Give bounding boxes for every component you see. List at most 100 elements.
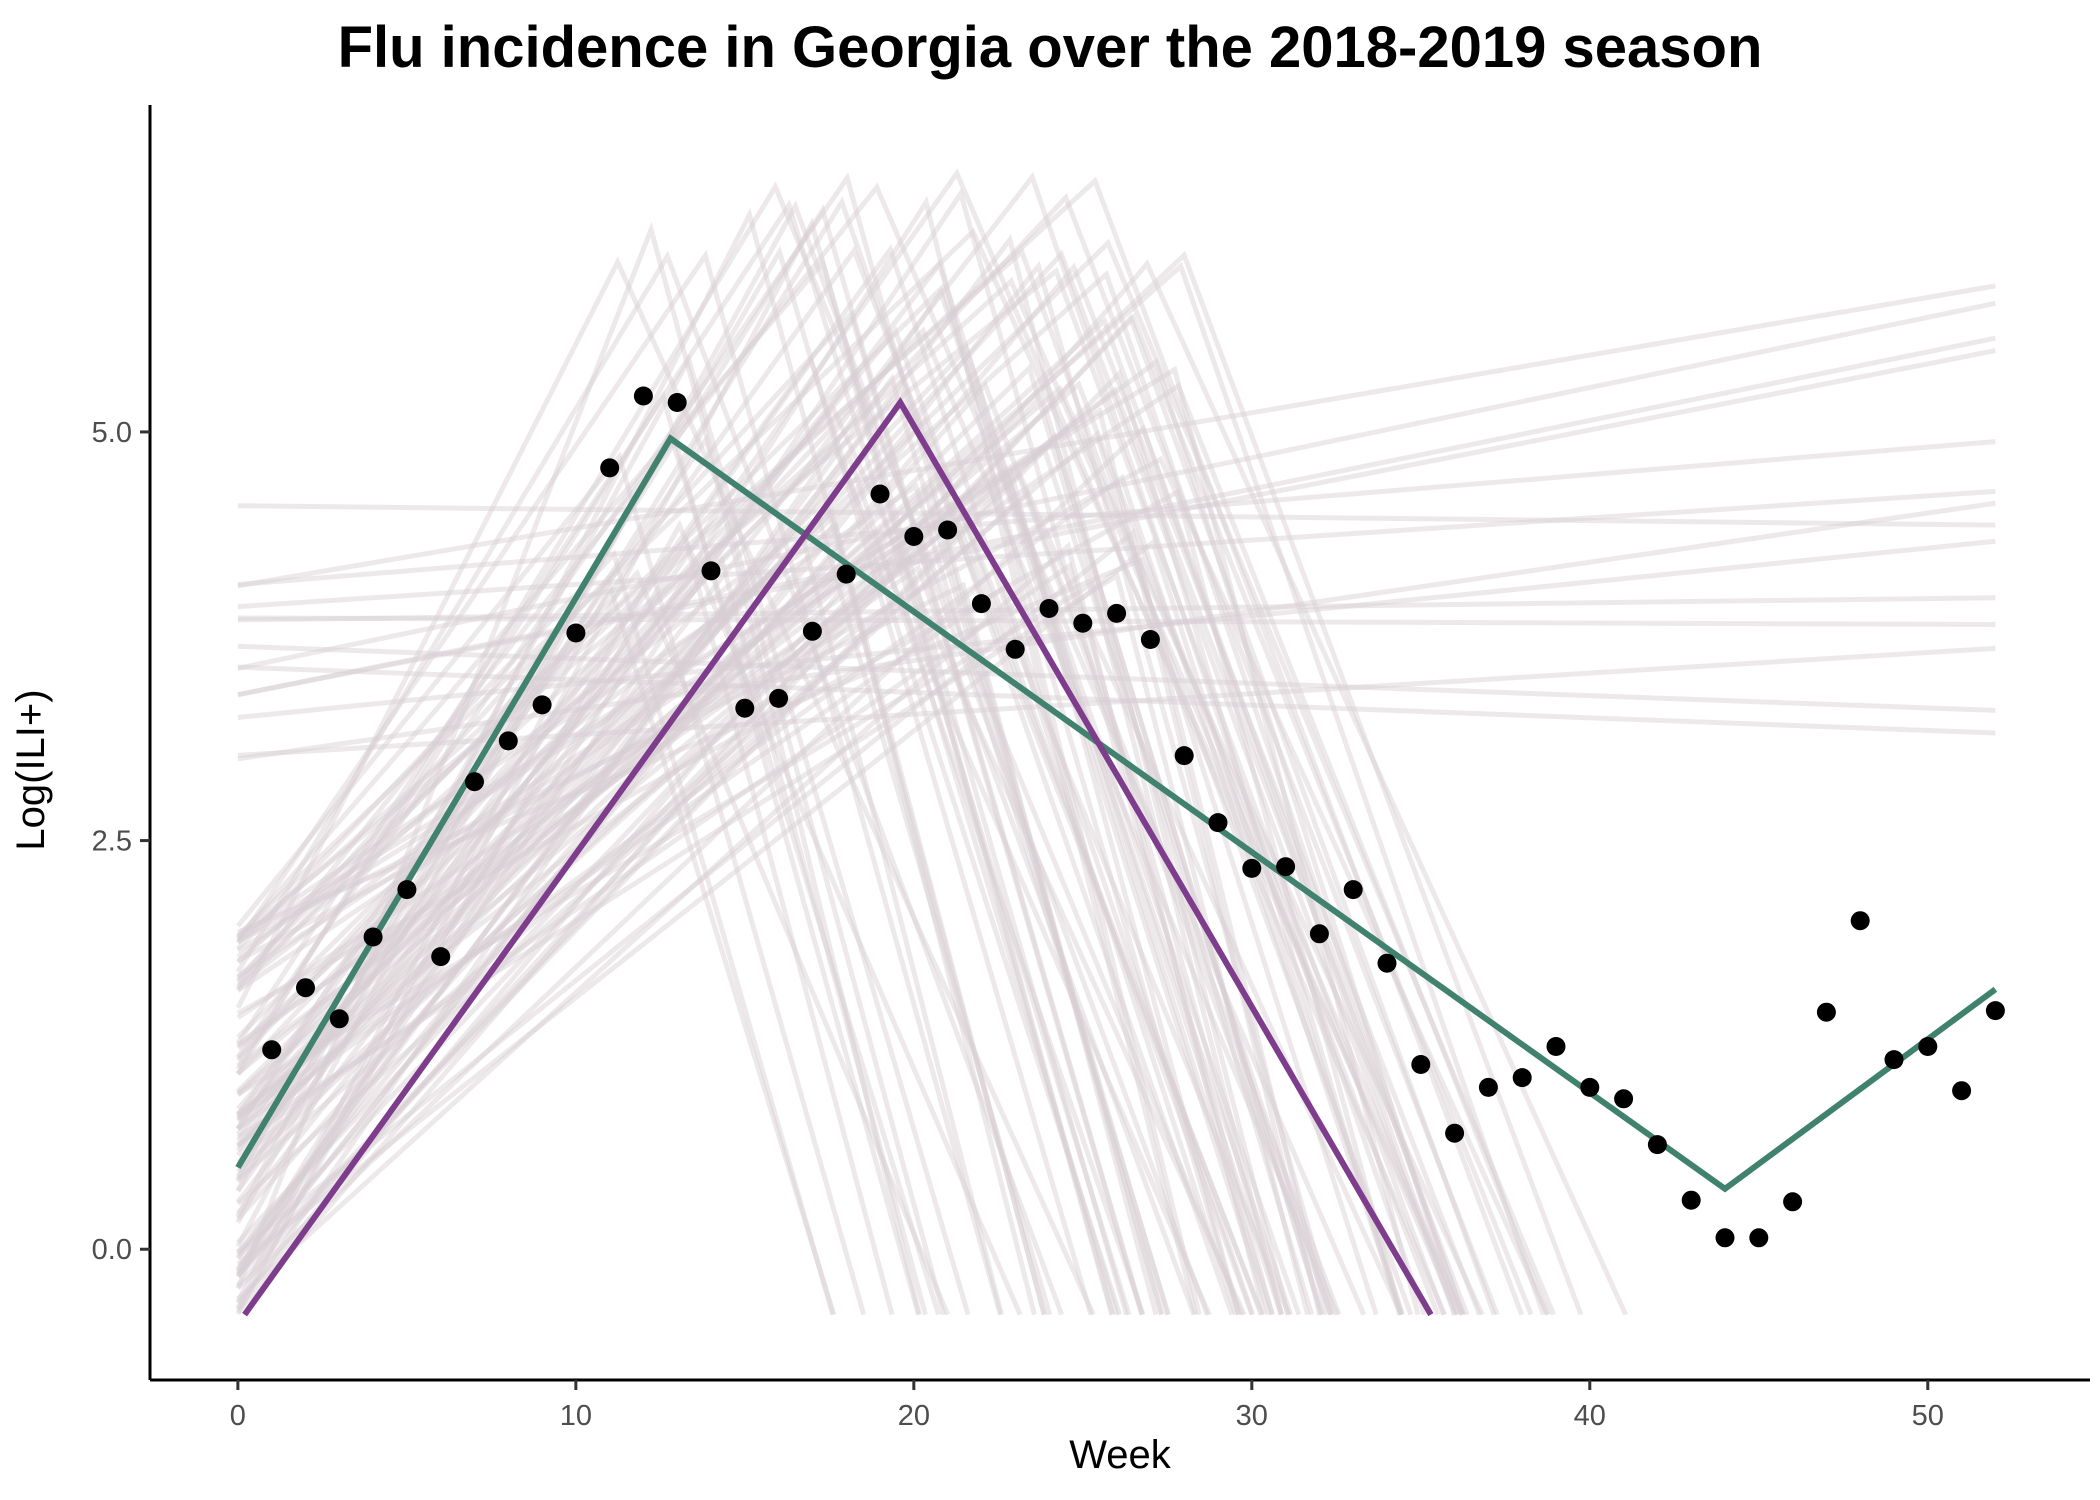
sample-line — [237, 283, 1996, 589]
sample-line — [235, 355, 1123, 1316]
x-tick-label: 30 — [1236, 1400, 1268, 1432]
sample-line — [235, 536, 895, 1316]
data-point — [1546, 1037, 1566, 1056]
data-point — [1580, 1077, 1600, 1097]
sample-line — [236, 357, 1460, 1316]
sample-line — [236, 227, 1465, 1316]
sample-line — [235, 371, 1115, 1316]
data-point — [701, 561, 721, 581]
sample-line — [235, 481, 1164, 1316]
sample-line — [236, 541, 1267, 1316]
data-point — [1140, 630, 1160, 649]
sample-line — [236, 309, 1145, 1316]
sample-line — [236, 563, 1197, 1316]
data-point — [1715, 1228, 1735, 1248]
x-tick-label: 50 — [1912, 1400, 1944, 1432]
sample-line — [236, 424, 1458, 1316]
sample-line — [236, 439, 1242, 1316]
sample-line — [236, 368, 1402, 1316]
data-point — [397, 880, 417, 900]
purple-fit-line — [242, 396, 1434, 1317]
sample-line — [235, 187, 1275, 1316]
sample-line — [235, 286, 1294, 1316]
data-point — [1073, 613, 1093, 633]
data-point — [329, 1009, 349, 1029]
sample-line — [236, 581, 1159, 1316]
data-point — [465, 772, 484, 792]
sample-line — [237, 643, 1996, 713]
sample-line — [235, 182, 1367, 1316]
data-point — [1174, 746, 1194, 766]
sample-line — [235, 451, 867, 1316]
x-tick-label: 0 — [230, 1400, 246, 1432]
data-point — [1783, 1192, 1803, 1212]
sample-line — [236, 316, 1466, 1316]
sample-line — [236, 443, 1212, 1316]
sample-line — [235, 452, 1146, 1316]
sample-line — [236, 584, 1255, 1316]
data-point — [262, 1040, 282, 1060]
sample-line — [236, 257, 1116, 1316]
sample-line — [235, 204, 1145, 1316]
sample-line — [235, 433, 922, 1316]
sample-line — [236, 365, 1421, 1316]
sample-line — [236, 363, 1315, 1316]
sample-line — [236, 384, 1485, 1316]
sample-line — [236, 488, 1342, 1316]
data-point — [532, 695, 552, 715]
sample-line — [235, 250, 1065, 1316]
data-point — [566, 623, 586, 643]
sample-line — [235, 245, 1094, 1316]
x-tick-label: 40 — [1574, 1400, 1606, 1432]
sample-line — [235, 262, 1482, 1316]
data-point — [1039, 599, 1059, 618]
sample-line — [235, 181, 1245, 1316]
sample-line — [235, 390, 921, 1316]
data-point — [802, 621, 822, 641]
sample-line — [236, 238, 1556, 1316]
sample-line — [235, 580, 837, 1316]
data-point — [600, 458, 620, 478]
sample-line — [236, 571, 1311, 1316]
y-tick-label: 0.0 — [92, 1234, 132, 1266]
sample-line — [235, 415, 1292, 1316]
sample-line — [236, 250, 1584, 1316]
sample-line — [236, 385, 1470, 1316]
sample-line — [236, 554, 928, 1316]
sample-line — [235, 217, 1129, 1316]
data-point — [667, 393, 687, 412]
sample-line — [236, 313, 1497, 1316]
y-tick-label: 5.0 — [92, 417, 132, 449]
sample-line — [235, 249, 1003, 1316]
data-point — [1478, 1077, 1498, 1097]
x-tick-label: 20 — [898, 1400, 930, 1432]
green-fit-line — [235, 434, 1998, 1193]
sample-line — [235, 243, 1239, 1316]
chart-title: Flu incidence in Georgia over the 2018-2… — [337, 15, 1763, 80]
sample-line — [235, 427, 941, 1316]
data-point — [1884, 1050, 1904, 1070]
sample-line — [237, 500, 1996, 762]
sample-line — [236, 561, 1284, 1316]
sample-line — [236, 382, 1551, 1316]
sample-line — [236, 313, 1534, 1316]
sample-line — [235, 373, 1170, 1316]
sample-line — [236, 391, 1325, 1316]
sample-line — [236, 455, 1550, 1316]
data-point — [1816, 1002, 1836, 1022]
sample-line — [236, 538, 1405, 1316]
x-tick-label: 10 — [560, 1400, 592, 1432]
fitted-lines — [235, 396, 1998, 1317]
sample-line — [235, 519, 1023, 1316]
sample-line — [235, 171, 1427, 1316]
sample-line — [236, 380, 1441, 1316]
sample-line — [236, 470, 1404, 1316]
sample-line — [237, 300, 1996, 671]
data-point — [1107, 603, 1127, 623]
data-point — [1952, 1081, 1972, 1101]
sample-line — [236, 568, 951, 1316]
sample-line — [237, 439, 1996, 588]
sample-line — [236, 446, 1334, 1316]
data-point — [498, 731, 518, 751]
data-point — [1647, 1135, 1667, 1155]
